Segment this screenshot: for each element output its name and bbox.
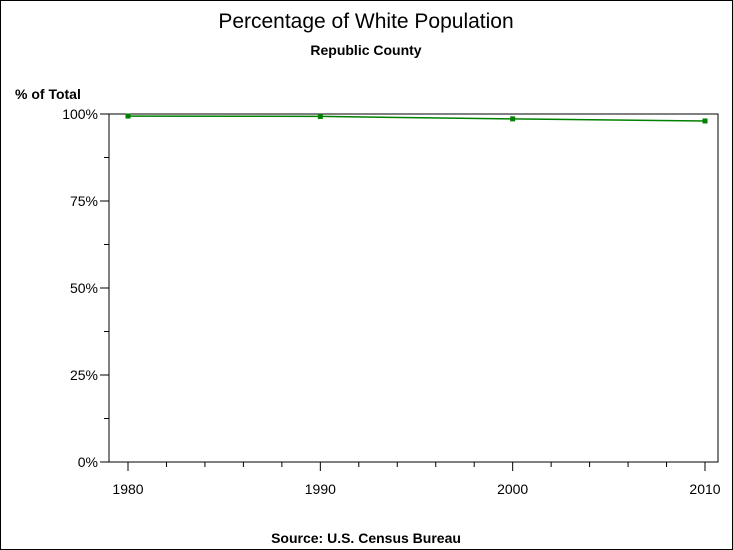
data-point	[317, 113, 323, 119]
data-point	[125, 113, 131, 119]
data-point	[702, 118, 708, 124]
y-axis: 0% 25% 50% 75% 100%	[62, 106, 109, 470]
x-tick-label: 2000	[497, 481, 528, 497]
plot-frame	[108, 113, 719, 463]
data-point	[510, 116, 516, 122]
chart-title: Percentage of White Population	[218, 10, 513, 33]
x-tick-label: 1980	[112, 481, 143, 497]
chart-subtitle: Republic County	[310, 42, 421, 58]
source-footnote: Source: U.S. Census Bureau	[271, 530, 461, 546]
y-axis-label: % of Total	[15, 86, 81, 102]
series-white-population	[125, 113, 708, 124]
y-tick-label: 100%	[62, 106, 98, 122]
series-line	[127, 115, 706, 122]
x-axis: 1980 1990 2000 2010	[112, 462, 721, 497]
y-tick-label: 25%	[70, 367, 98, 383]
x-tick-label: 2010	[689, 481, 720, 497]
y-tick-label: 75%	[70, 193, 98, 209]
x-tick-label: 1990	[305, 481, 336, 497]
y-tick-label: 50%	[70, 280, 98, 296]
y-tick-label: 0%	[78, 454, 98, 470]
